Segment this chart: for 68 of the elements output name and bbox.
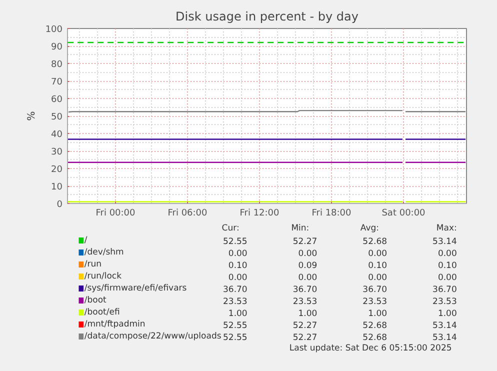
legend-label: / <box>84 236 88 246</box>
text: 23.53 <box>292 297 318 307</box>
legend-label: /boot/efi <box>84 308 120 318</box>
text: Avg: <box>360 224 379 234</box>
text: 0.00 <box>298 273 318 283</box>
text: 52.68 <box>362 333 388 343</box>
text: 0.10 <box>228 261 248 271</box>
y-tick-label: 80 <box>51 60 63 70</box>
text: 23.53 <box>362 297 388 307</box>
text: 36.70 <box>292 285 318 295</box>
text: 36.70 <box>222 285 248 295</box>
legend-label: /boot <box>84 296 108 306</box>
text: 0.09 <box>298 261 318 271</box>
y-tick-label: 50 <box>51 112 63 122</box>
text: 53.14 <box>432 333 457 343</box>
text: 0.00 <box>438 273 457 283</box>
legend-label: /data/compose/22/www/uploads <box>84 332 222 342</box>
y-tick-label: 30 <box>51 148 63 158</box>
text: 0.00 <box>368 249 388 259</box>
legend-label: /sys/firmware/efi/efivars <box>84 284 188 294</box>
text: 52.55 <box>222 333 248 343</box>
text: 53.14 <box>432 237 457 247</box>
text: 36.70 <box>362 285 388 295</box>
y-tick-label: 10 <box>51 182 63 192</box>
y-tick-label: 100 <box>45 25 63 35</box>
text: Last update: Sat Dec 6 05:15:00 2025 <box>289 344 452 354</box>
text: 52.68 <box>362 237 388 247</box>
text: 52.55 <box>222 321 248 331</box>
legend-label: /mnt/ftpadmin <box>84 320 146 330</box>
text: 23.53 <box>222 297 248 307</box>
text: 0.00 <box>438 249 457 259</box>
text: 1.00 <box>298 309 318 319</box>
text: 52.68 <box>362 321 388 331</box>
y-tick-label: 90 <box>51 42 63 52</box>
text: Min: <box>291 224 310 234</box>
text: 52.55 <box>222 237 248 247</box>
y-tick-label: 0 <box>56 200 63 210</box>
text: 0.10 <box>438 261 457 271</box>
text: Cur: <box>222 224 240 234</box>
chart-title: Disk usage in percent - by day <box>176 10 358 24</box>
text: 0.10 <box>368 261 388 271</box>
text: 52.27 <box>292 321 318 331</box>
text: 52.27 <box>292 333 318 343</box>
x-tick-label: Fri 06:00 <box>168 208 208 218</box>
legend-label: /dev/shm <box>84 248 124 258</box>
text: 53.14 <box>432 321 457 331</box>
text: 52.27 <box>292 237 318 247</box>
text: 1.00 <box>368 309 388 319</box>
text: 0.00 <box>228 273 248 283</box>
x-tick-label: Fri 00:00 <box>96 208 136 218</box>
text: 1.00 <box>438 309 457 319</box>
x-tick-label: Fri 18:00 <box>312 208 352 218</box>
y-tick-label: 40 <box>51 130 63 140</box>
y-tick-label: 20 <box>51 165 63 175</box>
text: 36.70 <box>432 285 457 295</box>
legend-label: /run/lock <box>84 272 122 282</box>
y-tick-label: 70 <box>51 78 63 88</box>
text: 0.00 <box>368 273 388 283</box>
y-tick-label: 60 <box>51 95 63 105</box>
text: 1.00 <box>228 309 248 319</box>
text: Max: <box>436 224 457 234</box>
text: 0.00 <box>298 249 318 259</box>
text: 23.53 <box>432 297 457 307</box>
x-tick-label: Sat 00:00 <box>382 208 426 218</box>
legend-label: /run <box>84 260 102 270</box>
x-tick-label: Fri 12:00 <box>240 208 280 218</box>
y-axis-title: % <box>26 111 38 121</box>
text: 0.00 <box>228 249 248 259</box>
